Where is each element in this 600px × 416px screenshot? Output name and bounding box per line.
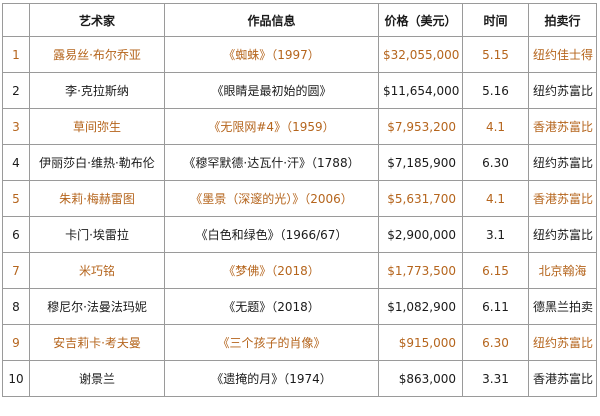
cell-rank: 3 — [2, 108, 30, 145]
cell-artist: 露易丝·布尔乔亚 — [29, 36, 165, 73]
cell-price: $7,185,900 — [378, 144, 463, 181]
cell-work: 《无题》（2018） — [164, 288, 379, 325]
table-row: 3 草间弥生 《无限网#4》（1959） $7,953,200 4.1 香港苏富… — [2, 108, 597, 145]
header-auction-house: 拍卖行 — [528, 3, 597, 37]
cell-auction-house: 纽约佳士得 — [528, 36, 597, 73]
cell-price: $2,900,000 — [378, 216, 463, 253]
cell-artist: 李·克拉斯纳 — [29, 72, 165, 109]
table-row: 7 米巧铭 《梦佛》（2018） $1,773,500 6.15 北京翰海 — [2, 252, 597, 289]
cell-auction-house: 纽约苏富比 — [528, 72, 597, 109]
cell-rank: 1 — [2, 36, 30, 73]
cell-time: 3.31 — [462, 360, 529, 397]
cell-auction-house: 纽约苏富比 — [528, 144, 597, 181]
table-row: 1 露易丝·布尔乔亚 《蜘蛛》（1997） $32,055,000 5.15 纽… — [2, 36, 597, 73]
header-artist: 艺术家 — [29, 3, 165, 37]
cell-artist: 穆尼尔·法曼法玛妮 — [29, 288, 165, 325]
cell-work: 《眼睛是最初始的圆》 — [164, 72, 379, 109]
cell-work: 《白色和绿色》（1966/67） — [164, 216, 379, 253]
cell-time: 6.11 — [462, 288, 529, 325]
cell-auction-house: 纽约苏富比 — [528, 324, 597, 361]
cell-rank: 8 — [2, 288, 30, 325]
cell-artist: 草间弥生 — [29, 108, 165, 145]
cell-rank: 4 — [2, 144, 30, 181]
cell-time: 6.15 — [462, 252, 529, 289]
cell-price: $863,000 — [378, 360, 463, 397]
cell-artist: 谢景兰 — [29, 360, 165, 397]
cell-price: $1,773,500 — [378, 252, 463, 289]
cell-artist: 朱莉·梅赫雷图 — [29, 180, 165, 217]
cell-work: 《梦佛》（2018） — [164, 252, 379, 289]
cell-price: $1,082,900 — [378, 288, 463, 325]
cell-artist: 安吉莉卡·考夫曼 — [29, 324, 165, 361]
cell-price: $915,000 — [378, 324, 463, 361]
cell-time: 3.1 — [462, 216, 529, 253]
cell-work: 《无限网#4》（1959） — [164, 108, 379, 145]
cell-work: 《三个孩子的肖像》 — [164, 324, 379, 361]
header-work: 作品信息 — [164, 3, 379, 37]
cell-rank: 9 — [2, 324, 30, 361]
cell-time: 5.15 — [462, 36, 529, 73]
table-row: 5 朱莉·梅赫雷图 《墨景（深邃的光）》（2006） $5,631,700 4.… — [2, 180, 597, 217]
cell-rank: 5 — [2, 180, 30, 217]
cell-artist: 米巧铭 — [29, 252, 165, 289]
table-row: 10 谢景兰 《遗掩的月》（1974） $863,000 3.31 香港苏富比 — [2, 360, 597, 397]
cell-time: 4.1 — [462, 180, 529, 217]
cell-work: 《蜘蛛》（1997） — [164, 36, 379, 73]
cell-time: 5.16 — [462, 72, 529, 109]
cell-work: 《墨景（深邃的光）》（2006） — [164, 180, 379, 217]
cell-auction-house: 德黑兰拍卖 — [528, 288, 597, 325]
cell-work: 《遗掩的月》（1974） — [164, 360, 379, 397]
header-time: 时间 — [462, 3, 529, 37]
table-row: 8 穆尼尔·法曼法玛妮 《无题》（2018） $1,082,900 6.11 德… — [2, 288, 597, 325]
cell-auction-house: 香港苏富比 — [528, 108, 597, 145]
cell-work: 《穆罕默德·达瓦什·汗》（1788） — [164, 144, 379, 181]
cell-price: $11,654,000 — [378, 72, 463, 109]
table-row: 9 安吉莉卡·考夫曼 《三个孩子的肖像》 $915,000 6.30 纽约苏富比 — [2, 324, 597, 361]
cell-artist: 卡门·埃雷拉 — [29, 216, 165, 253]
cell-auction-house: 纽约苏富比 — [528, 216, 597, 253]
cell-rank: 2 — [2, 72, 30, 109]
cell-time: 6.30 — [462, 144, 529, 181]
cell-auction-house: 香港苏富比 — [528, 360, 597, 397]
header-rank — [2, 3, 30, 37]
cell-time: 6.30 — [462, 324, 529, 361]
cell-rank: 7 — [2, 252, 30, 289]
cell-price: $7,953,200 — [378, 108, 463, 145]
cell-rank: 6 — [2, 216, 30, 253]
auction-table-container: 艺术家 作品信息 价格（美元） 时间 拍卖行 1 露易丝·布尔乔亚 《蜘蛛》（1… — [2, 3, 597, 397]
cell-auction-house: 北京翰海 — [528, 252, 597, 289]
cell-price: $32,055,000 — [378, 36, 463, 73]
cell-artist: 伊丽莎白·维热·勒布伦 — [29, 144, 165, 181]
table-row: 4 伊丽莎白·维热·勒布伦 《穆罕默德·达瓦什·汗》（1788） $7,185,… — [2, 144, 597, 181]
cell-time: 4.1 — [462, 108, 529, 145]
table-header-row: 艺术家 作品信息 价格（美元） 时间 拍卖行 — [2, 3, 597, 37]
table-row: 2 李·克拉斯纳 《眼睛是最初始的圆》 $11,654,000 5.16 纽约苏… — [2, 72, 597, 109]
table-row: 6 卡门·埃雷拉 《白色和绿色》（1966/67） $2,900,000 3.1… — [2, 216, 597, 253]
cell-price: $5,631,700 — [378, 180, 463, 217]
cell-rank: 10 — [2, 360, 30, 397]
cell-auction-house: 香港苏富比 — [528, 180, 597, 217]
auction-ranking-table: 艺术家 作品信息 价格（美元） 时间 拍卖行 1 露易丝·布尔乔亚 《蜘蛛》（1… — [2, 3, 597, 397]
header-price: 价格（美元） — [378, 3, 463, 37]
